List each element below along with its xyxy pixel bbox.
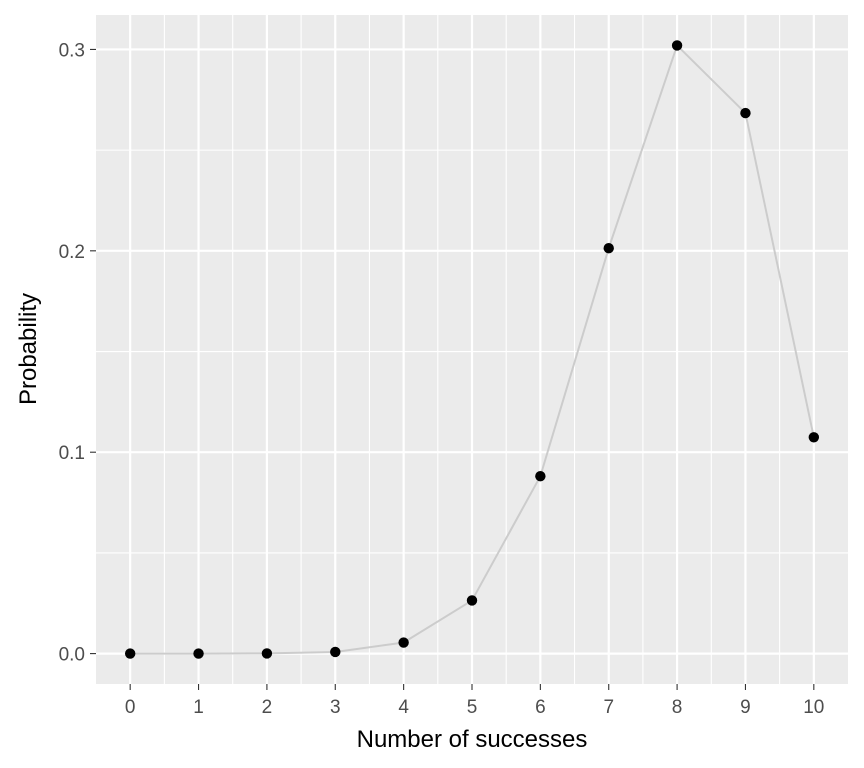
x-tick-label: 7 bbox=[603, 697, 614, 718]
y-tick-label: 0.3 bbox=[59, 40, 85, 61]
data-point bbox=[740, 107, 751, 119]
data-point bbox=[398, 637, 409, 648]
tick-labels: 0 1 2 3 4 5 6 7 8 9 10 0.0 0.1 0.2 0.3 bbox=[59, 40, 825, 718]
data-point bbox=[535, 470, 546, 482]
x-tick-label: 10 bbox=[803, 697, 824, 718]
x-tick-label: 6 bbox=[535, 697, 546, 718]
y-tick-label: 0.2 bbox=[59, 242, 85, 263]
data-point bbox=[330, 646, 341, 658]
data-point bbox=[124, 648, 136, 659]
x-tick-label: 3 bbox=[330, 697, 341, 718]
data-point bbox=[603, 243, 614, 254]
series bbox=[124, 40, 820, 659]
data-point bbox=[261, 648, 273, 659]
y-axis-title: Probability bbox=[15, 293, 42, 405]
data-point bbox=[671, 40, 683, 51]
x-tick-label: 8 bbox=[672, 697, 683, 718]
x-tick-label: 5 bbox=[467, 697, 478, 718]
data-point bbox=[466, 595, 478, 606]
data-point bbox=[193, 648, 204, 659]
major-gridlines bbox=[96, 15, 848, 684]
x-tick-label: 2 bbox=[262, 697, 273, 718]
data-point bbox=[808, 432, 820, 443]
x-tick-label: 0 bbox=[125, 697, 136, 718]
axis-ticks bbox=[90, 48, 815, 690]
x-axis-title: Number of successes bbox=[357, 726, 588, 753]
x-tick-label: 1 bbox=[193, 697, 204, 718]
x-tick-label: 9 bbox=[740, 697, 751, 718]
y-tick-label: 0.1 bbox=[59, 443, 85, 464]
y-tick-label: 0.0 bbox=[59, 645, 85, 666]
x-tick-label: 4 bbox=[398, 697, 409, 718]
